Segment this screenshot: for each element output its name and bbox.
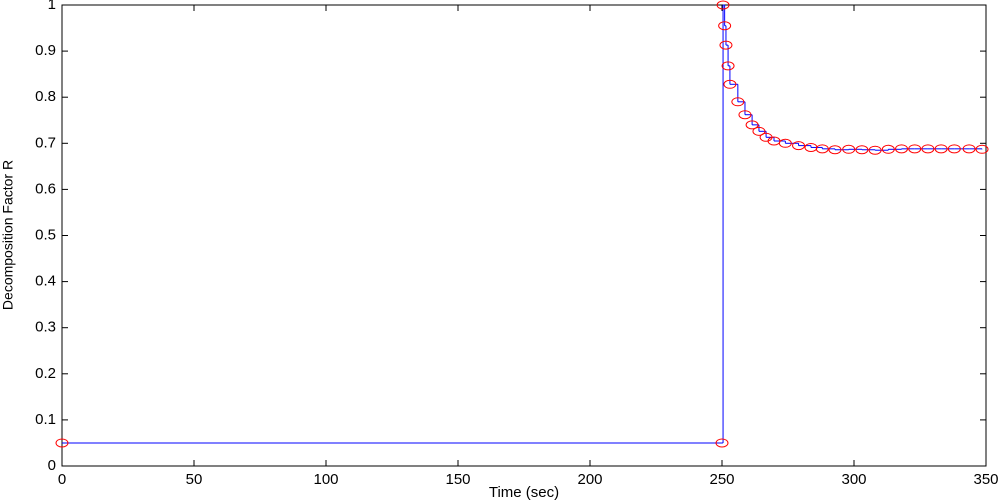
y-tick-label: 0.5: [35, 226, 56, 243]
marker: [934, 144, 948, 154]
y-tick-label: 0.1: [35, 411, 56, 428]
y-axis-label: Decomposition Factor R: [0, 160, 16, 310]
marker: [881, 144, 895, 154]
marker: [947, 144, 961, 154]
marker: [718, 21, 732, 31]
marker: [962, 144, 976, 154]
y-tick-label: 1: [48, 0, 56, 13]
marker: [721, 61, 735, 71]
y-tick-label: 0.9: [35, 42, 56, 59]
y-tick-label: 0.2: [35, 365, 56, 382]
marker: [778, 138, 792, 148]
marker: [723, 79, 737, 89]
marker: [731, 97, 745, 107]
x-axis-label: Time (sec): [489, 484, 559, 501]
x-tick-label: 250: [709, 471, 734, 488]
marker: [745, 120, 759, 130]
x-tick-label: 300: [841, 471, 866, 488]
y-tick-label: 0: [48, 457, 56, 474]
x-tick-label: 150: [445, 471, 470, 488]
marker: [752, 126, 766, 136]
marker: [908, 144, 922, 154]
x-tick-label: 0: [58, 471, 66, 488]
marker: [975, 144, 989, 154]
marker: [868, 145, 882, 155]
x-tick-label: 100: [313, 471, 338, 488]
marker: [738, 110, 752, 120]
marker: [828, 145, 842, 155]
y-tick-label: 0.6: [35, 180, 56, 197]
x-tick-label: 50: [186, 471, 203, 488]
y-tick-label: 0.3: [35, 319, 56, 336]
marker: [792, 141, 806, 151]
x-tick-label: 200: [577, 471, 602, 488]
marker: [855, 145, 869, 155]
marker: [716, 0, 730, 10]
marker: [715, 438, 729, 448]
marker: [895, 144, 909, 154]
y-tick-label: 0.4: [35, 273, 56, 290]
x-tick-label: 350: [973, 471, 998, 488]
y-tick-label: 0.8: [35, 88, 56, 105]
plot-frame: [61, 4, 987, 467]
marker: [719, 40, 733, 50]
y-tick-label: 0.7: [35, 134, 56, 151]
marker: [842, 144, 856, 154]
marker: [55, 438, 69, 448]
marker: [815, 144, 829, 154]
marker: [921, 144, 935, 154]
